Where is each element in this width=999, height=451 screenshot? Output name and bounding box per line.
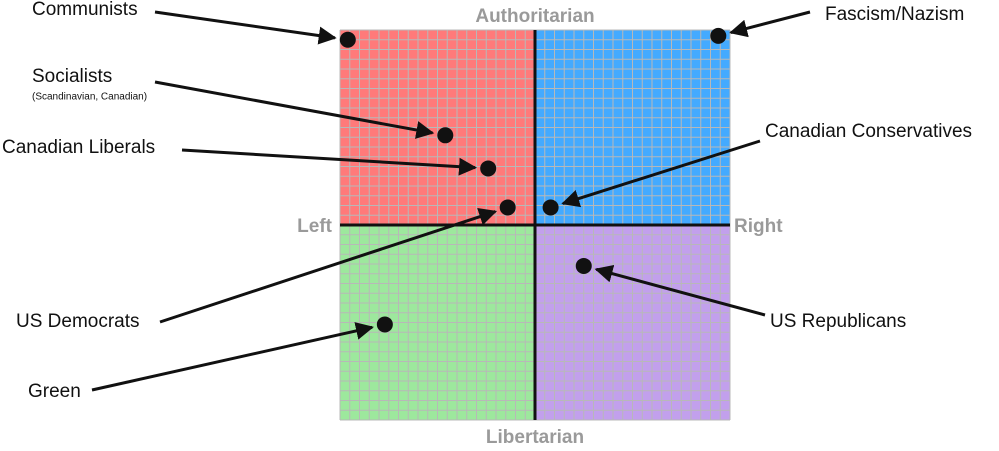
point-label: Canadian Conservatives	[765, 121, 972, 142]
plot-area	[339, 29, 731, 421]
point-label: US Republicans	[770, 311, 906, 332]
point-label: Green	[28, 381, 81, 402]
point-label: US Democrats	[16, 311, 140, 332]
point-label: Canadian Liberals	[2, 137, 155, 158]
point	[710, 27, 727, 44]
point-sublabel: (Scandinavian, Canadian)	[32, 92, 147, 103]
axis-label-left: Left	[297, 216, 333, 237]
axis-label-top: Authoritarian	[475, 6, 594, 27]
point-label: Fascism/Nazism	[825, 4, 964, 25]
point	[575, 257, 592, 274]
pointer-arrow	[159, 208, 498, 324]
point	[339, 31, 356, 48]
axis-label-bottom: Libertarian	[486, 427, 584, 448]
pointer-arrow	[729, 10, 811, 38]
pointer-arrow	[91, 322, 374, 392]
point	[542, 199, 559, 216]
point	[376, 316, 393, 333]
pointer-arrow	[561, 139, 761, 208]
point-label: Communists	[32, 0, 138, 20]
pointer-arrow	[181, 148, 478, 176]
point	[480, 160, 497, 177]
point-label: Socialists	[32, 66, 112, 87]
axis-label-right: Right	[734, 216, 783, 237]
pointer-arrow	[594, 264, 766, 317]
point	[499, 199, 516, 216]
pointer-arrow	[154, 10, 337, 45]
pointer-arrow	[154, 80, 435, 139]
point	[437, 127, 454, 144]
